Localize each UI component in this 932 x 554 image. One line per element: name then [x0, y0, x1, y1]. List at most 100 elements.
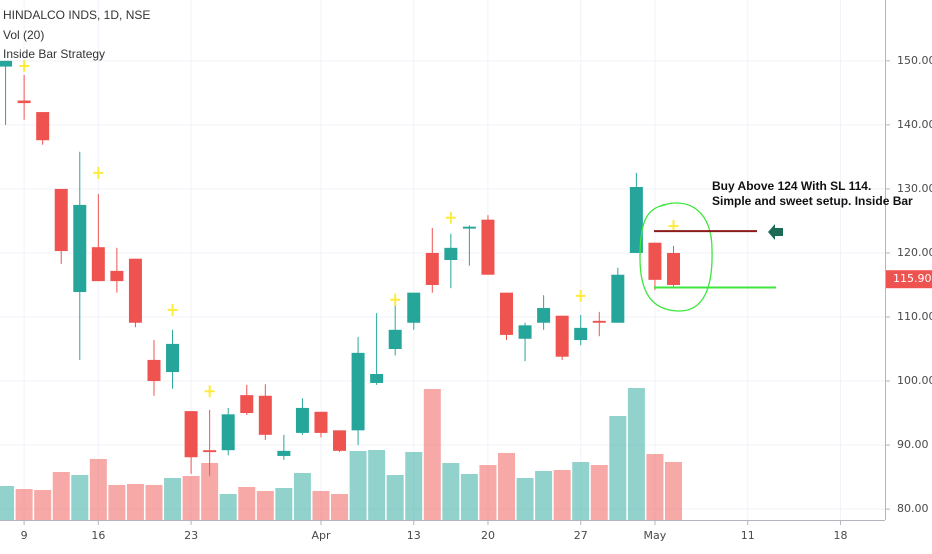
x-tick-label: 18: [833, 529, 847, 542]
volume-bar: [590, 465, 608, 520]
volume-bar: [386, 475, 404, 520]
candle-body: [0, 60, 13, 67]
candles: [0, 59, 680, 476]
candle-body: [333, 430, 347, 451]
volume-bar: [201, 463, 219, 520]
volume-bar: [34, 490, 52, 520]
x-tick-label: 16: [91, 529, 105, 542]
candle-body: [166, 343, 180, 373]
volume-bar: [52, 472, 70, 520]
volume-bar: [219, 494, 237, 520]
inside-bar-marker: [19, 59, 30, 72]
volume-bar: [572, 462, 590, 520]
candle-body: [295, 407, 309, 433]
volume-bar: [238, 487, 256, 520]
volume-bar: [108, 485, 126, 520]
y-tick-label: 80.00: [897, 502, 929, 515]
volume-bar: [627, 388, 645, 520]
last-price-box: [886, 270, 932, 289]
volume-bar: [164, 478, 182, 520]
candle-body: [184, 411, 198, 458]
candle-body: [666, 252, 680, 285]
candle-body: [351, 352, 365, 431]
x-tick-label: 23: [184, 529, 198, 542]
volume-bar: [89, 459, 107, 520]
inside-bar-marker: [390, 293, 401, 306]
volume-bar: [71, 475, 89, 520]
volume-bar: [126, 484, 144, 520]
candle-body: [128, 258, 142, 323]
candle-body: [17, 100, 31, 104]
volume-bar: [498, 453, 516, 520]
candle-body: [110, 270, 124, 282]
candle-body: [277, 450, 291, 456]
volume-bar: [145, 485, 163, 520]
candle-body: [425, 252, 439, 285]
volume-bar: [553, 470, 571, 520]
candle-body: [91, 247, 105, 282]
candle-body: [518, 325, 532, 339]
candle-body: [648, 242, 662, 280]
x-tick-label: May: [644, 529, 667, 542]
arrow-icon: [768, 224, 783, 240]
candle-body: [314, 411, 328, 433]
x-tick-label: 9: [21, 529, 28, 542]
inside-bar-marker: [668, 220, 679, 233]
candle-body: [258, 395, 272, 435]
volume-bar: [405, 452, 423, 520]
symbol-title: HINDALCO INDS, 1D, NSE: [3, 8, 150, 22]
volume-bar: [368, 450, 386, 520]
volume-bar: [312, 491, 330, 520]
x-tick-label: 20: [481, 529, 495, 542]
indicator-label: Vol (20): [3, 28, 44, 42]
candle-body: [592, 320, 606, 323]
volume-bar: [423, 389, 441, 520]
inside-bar-marker: [575, 289, 586, 302]
x-tick-label: 11: [741, 529, 755, 542]
candle-body: [407, 292, 421, 323]
volume-bar: [535, 471, 553, 520]
inside-bar-marker: [445, 211, 456, 224]
volume-bar: [646, 454, 664, 520]
annotation: Buy Above 124 With SL 114.: [712, 179, 871, 193]
volume-bar: [349, 451, 367, 520]
candle-body: [574, 327, 588, 341]
y-tick-label: 120.00: [897, 246, 932, 259]
volume-bar: [256, 491, 274, 520]
last-price-label: 115.90: [893, 272, 932, 285]
candle-body: [500, 292, 514, 335]
candle-body: [147, 359, 161, 382]
volume-bar: [460, 474, 478, 520]
volume-bar: [331, 494, 349, 520]
y-tick-label: 150.00: [897, 54, 932, 67]
y-tick-label: 110.00: [897, 310, 932, 323]
annotation: Simple and sweet setup. Inside Bar: [712, 194, 913, 208]
candle-body: [611, 274, 625, 323]
inside-bar-marker: [93, 166, 104, 179]
candle-body: [36, 112, 50, 141]
candle-body: [54, 188, 68, 252]
volume-bar: [182, 476, 200, 520]
y-tick-label: 140.00: [897, 118, 932, 131]
candle-body: [73, 204, 87, 293]
candle-body: [481, 219, 495, 275]
inside-bar-marker: [167, 303, 178, 316]
candle-body: [388, 329, 402, 350]
volume-bar: [664, 462, 682, 520]
volume-bar: [0, 486, 15, 520]
volume-bar: [442, 463, 460, 520]
volume-bar: [275, 488, 293, 520]
candle-body: [221, 414, 235, 451]
candle-body: [537, 308, 551, 323]
candle-body: [629, 186, 643, 253]
inside-bar-marker: [204, 385, 215, 398]
volume-pane: [0, 388, 682, 520]
volume-bar: [15, 489, 33, 520]
candle-body: [370, 373, 384, 383]
indicator-label: Inside Bar Strategy: [3, 47, 105, 61]
y-tick-label: 90.00: [897, 438, 929, 451]
volume-bar: [293, 473, 311, 520]
